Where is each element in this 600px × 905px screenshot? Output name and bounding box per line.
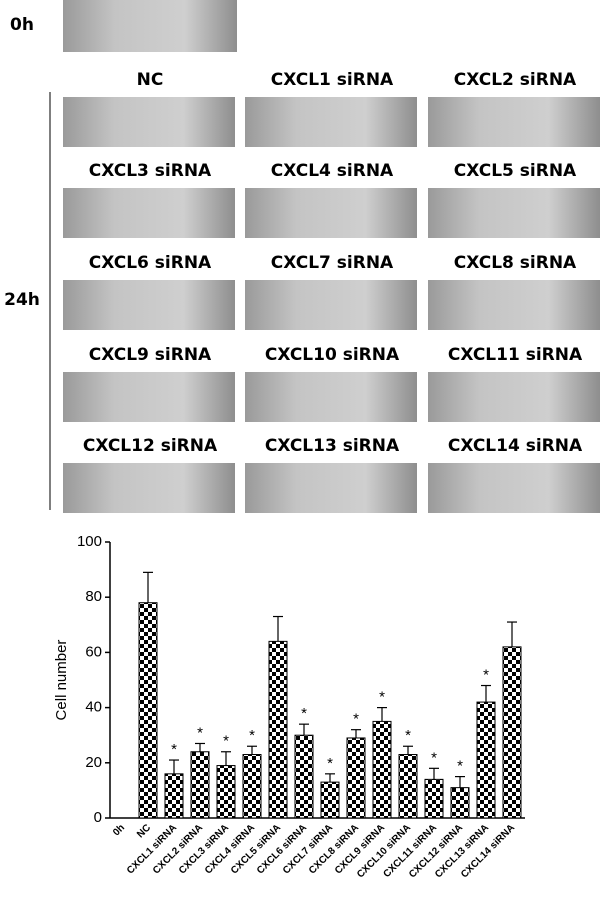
y-tick-label: 60: [85, 643, 102, 660]
bar: [320, 781, 340, 819]
bar: [294, 734, 314, 819]
micrograph: [63, 97, 235, 147]
bar: [268, 640, 288, 819]
image-label: CXCL6 siRNA: [89, 253, 212, 273]
significance-mark: *: [301, 705, 307, 722]
image-label: CXCL2 siRNA: [454, 70, 577, 90]
bar: [216, 765, 236, 819]
significance-mark: *: [353, 711, 359, 728]
micrograph: [245, 280, 417, 330]
bar: [164, 773, 184, 819]
image-label: CXCL12 siRNA: [83, 436, 218, 456]
image-label: CXCL4 siRNA: [271, 161, 394, 181]
time-label: 24h: [4, 290, 40, 310]
image-label: NC: [137, 70, 164, 90]
image-label: CXCL8 siRNA: [454, 253, 577, 273]
micrograph: [245, 463, 417, 513]
image-label: CXCL14 siRNA: [448, 436, 583, 456]
micrograph: [63, 280, 235, 330]
micrograph: [428, 372, 600, 422]
image-label: CXCL9 siRNA: [89, 345, 212, 365]
micrograph: [428, 188, 600, 238]
micrograph: [63, 0, 237, 52]
significance-mark: *: [457, 758, 463, 775]
bar: [372, 720, 392, 819]
micrograph: [63, 463, 235, 513]
y-tick-label: 80: [85, 588, 102, 605]
micrograph: [63, 188, 235, 238]
image-label: CXCL10 siRNA: [265, 345, 400, 365]
y-tick-label: 40: [85, 699, 102, 716]
x-tick-label: 0h: [111, 822, 127, 838]
bar: [346, 737, 366, 819]
y-tick-label: 0: [94, 809, 102, 826]
significance-mark: *: [171, 741, 177, 758]
x-tick-label: NC: [135, 822, 153, 840]
micrograph: [428, 280, 600, 330]
bar: [242, 754, 262, 819]
micrograph: [428, 463, 600, 513]
micrograph: [63, 372, 235, 422]
significance-mark: *: [197, 724, 203, 741]
image-label: CXCL13 siRNA: [265, 436, 400, 456]
bar: [398, 754, 418, 819]
image-label: CXCL3 siRNA: [89, 161, 212, 181]
significance-mark: *: [249, 727, 255, 744]
y-tick-label: 100: [77, 533, 102, 550]
bar: [450, 787, 470, 819]
bar: [190, 751, 210, 819]
significance-mark: *: [431, 749, 437, 766]
y-tick-label: 20: [85, 754, 102, 771]
image-label: CXCL11 siRNA: [448, 345, 583, 365]
micrograph: [245, 372, 417, 422]
y-axis-label: Cell number: [53, 640, 70, 721]
micrograph: [245, 188, 417, 238]
significance-mark: *: [483, 666, 489, 683]
bar: [424, 778, 444, 819]
bar: [502, 646, 522, 819]
image-label: CXCL1 siRNA: [271, 70, 394, 90]
significance-mark: *: [379, 689, 385, 706]
significance-mark: *: [405, 727, 411, 744]
micrograph: [428, 97, 600, 147]
significance-mark: *: [327, 755, 333, 772]
micrograph: [245, 97, 417, 147]
bar: [476, 701, 496, 819]
bar: [138, 602, 158, 819]
image-label: CXCL7 siRNA: [271, 253, 394, 273]
significance-mark: *: [223, 733, 229, 750]
time-label: 0h: [10, 15, 34, 35]
image-label: CXCL5 siRNA: [454, 161, 577, 181]
